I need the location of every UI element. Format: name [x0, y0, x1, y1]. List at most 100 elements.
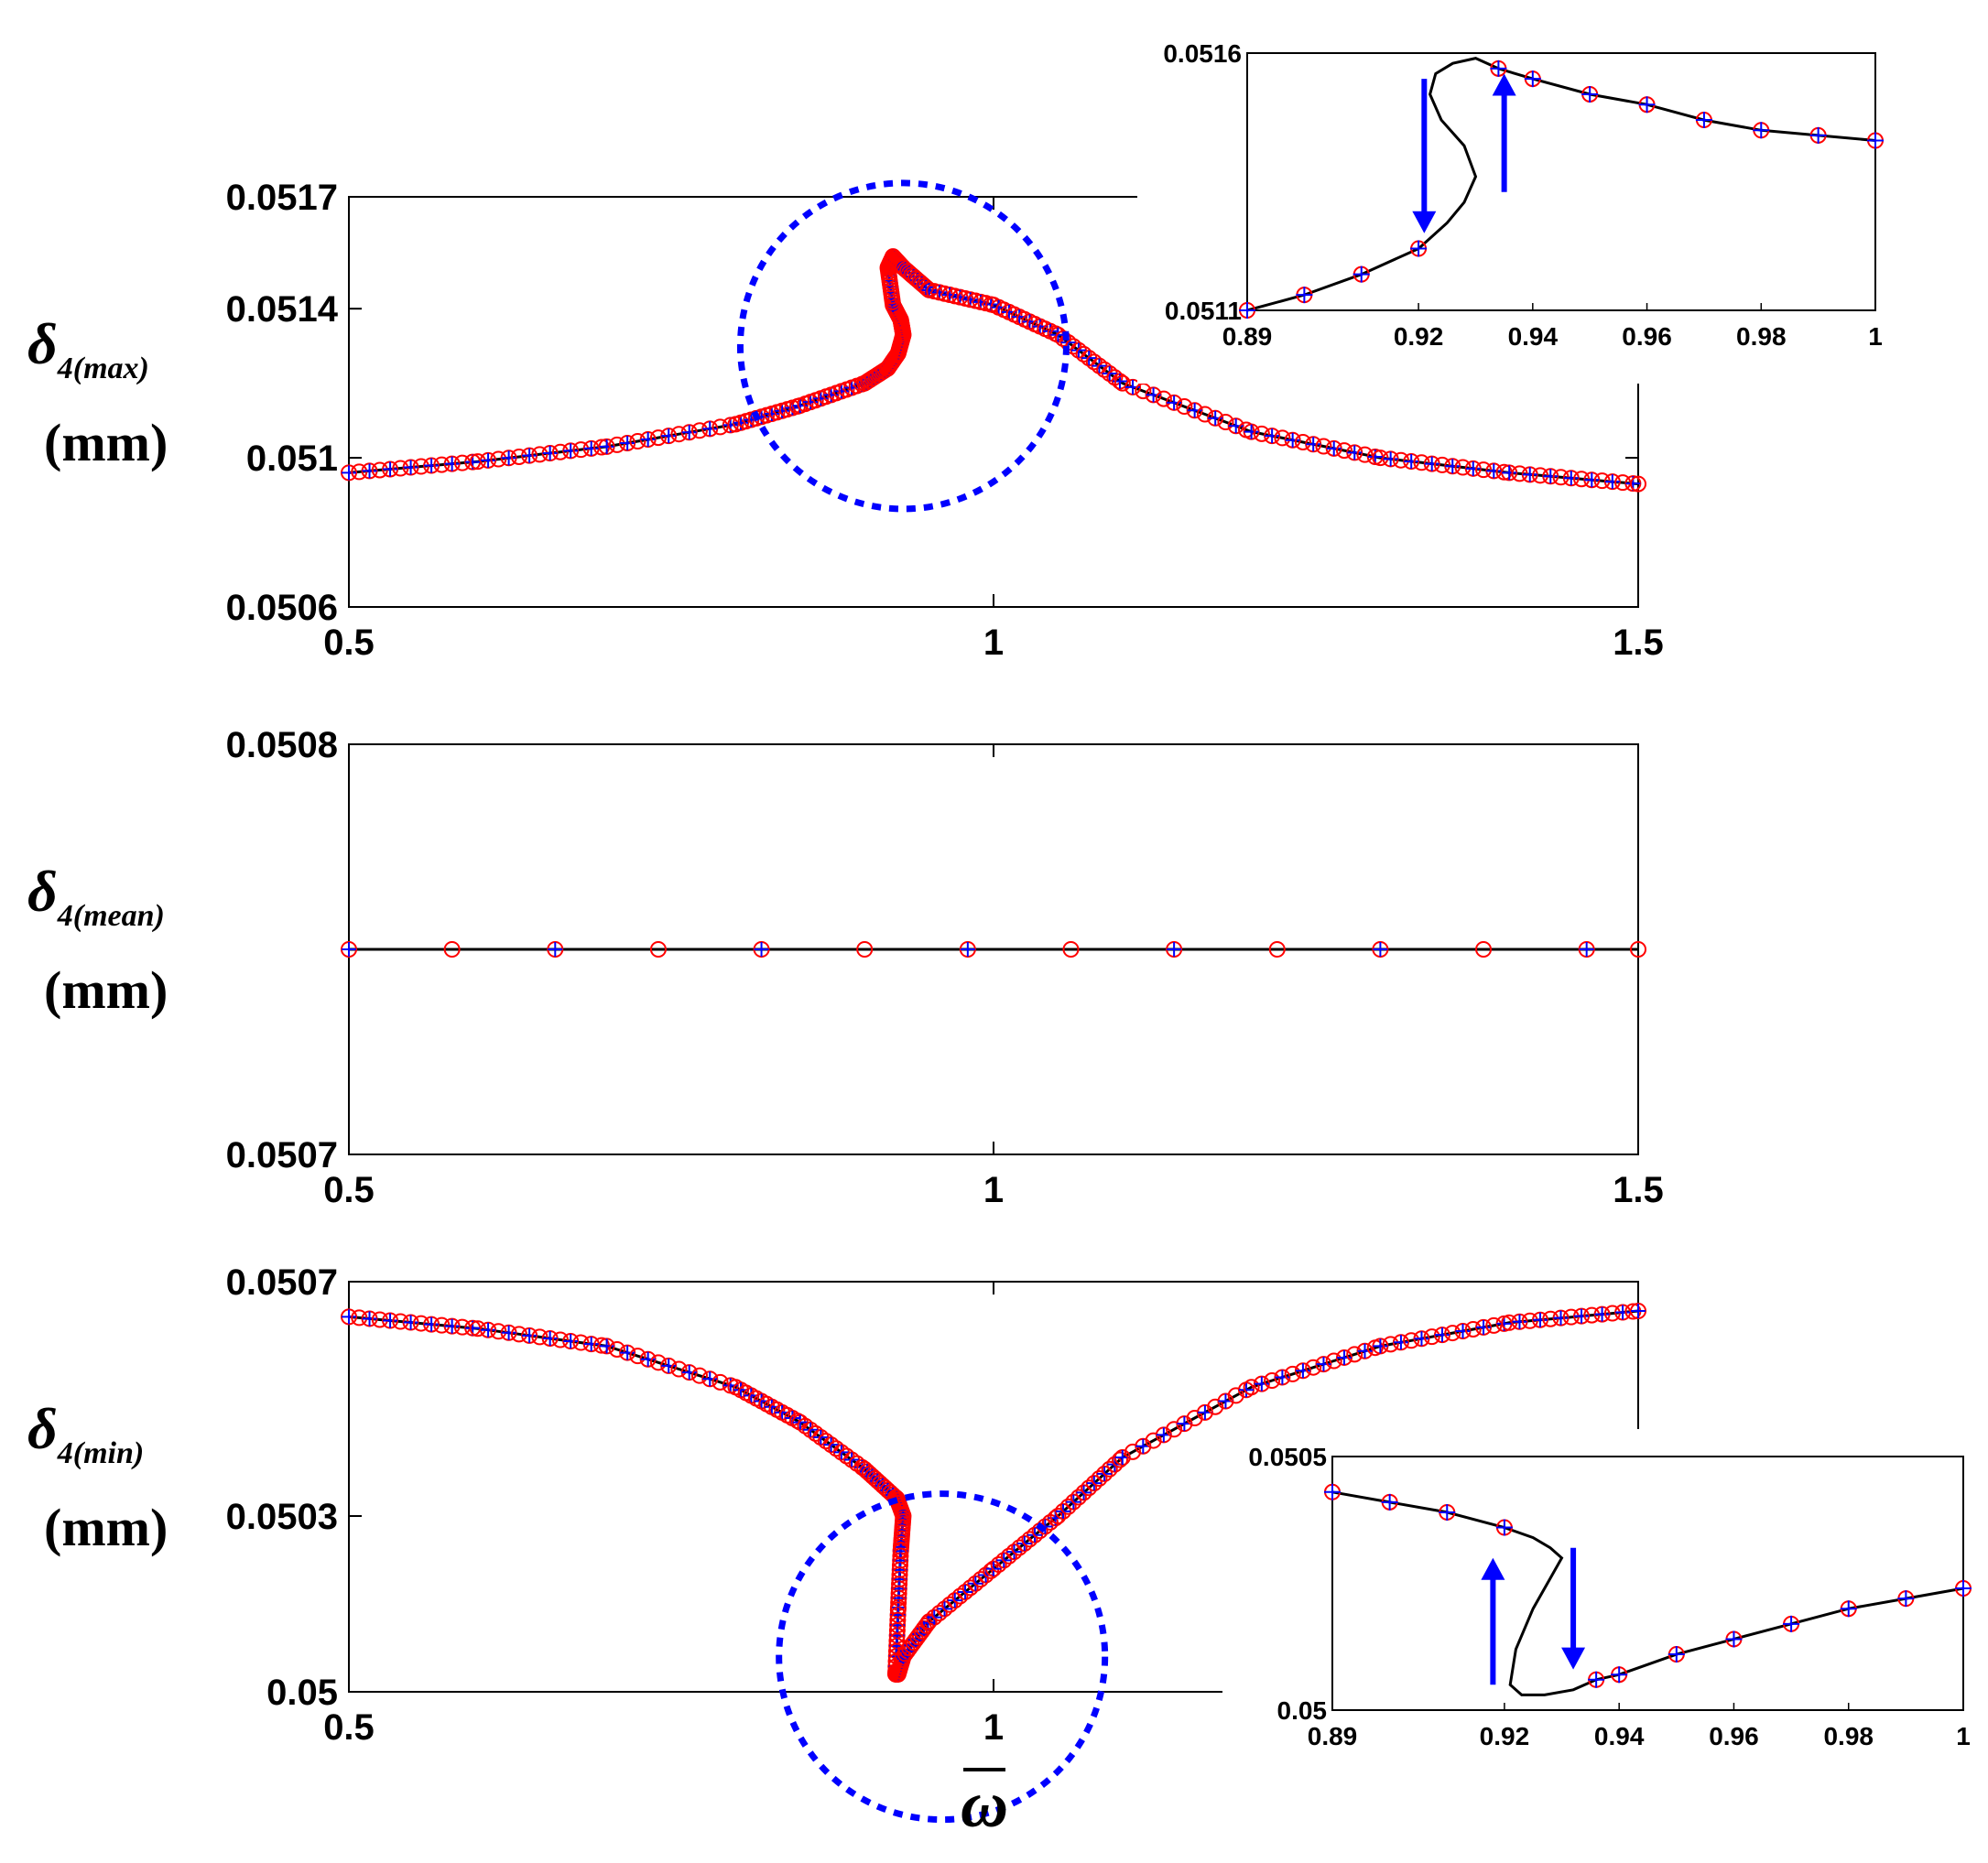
data-point-plus — [599, 1338, 614, 1354]
data-point-plus — [501, 1325, 516, 1340]
data-point-circle — [1346, 1346, 1363, 1363]
data-point-circle — [1217, 413, 1234, 430]
inset-series-line — [1246, 57, 1876, 312]
series-min — [341, 1303, 1646, 1683]
data-point-circle — [1101, 1460, 1118, 1478]
data-point-circle — [1011, 1539, 1028, 1556]
x-tick-label: 1.5 — [1613, 1170, 1664, 1210]
data-point-plus — [424, 458, 440, 473]
data-point-circle — [443, 941, 461, 958]
y-axis-label: δ4(mean) — [27, 859, 165, 933]
inset-data-point-plus — [1840, 1600, 1857, 1618]
inset-data-point-plus — [1524, 70, 1541, 88]
inset-x-tick-label: 0.98 — [1736, 322, 1787, 351]
data-point-plus — [661, 1358, 677, 1373]
inset-x-tick-label: 1 — [1956, 1722, 1971, 1750]
y-axis-unit: (mm) — [44, 1498, 168, 1557]
inset-data-point-plus — [1324, 1483, 1341, 1500]
data-point-circle — [1372, 450, 1389, 467]
highlight-circle — [736, 179, 1070, 513]
y-axis-label: δ4(min) — [27, 1396, 144, 1470]
data-point-plus — [833, 1445, 849, 1460]
inset-data-point-plus — [1695, 112, 1712, 129]
data-point-plus — [1445, 459, 1461, 474]
data-point-circle — [1542, 1310, 1559, 1327]
data-point-plus — [1502, 465, 1517, 481]
data-point-plus — [1383, 451, 1398, 467]
data-point-plus — [563, 443, 579, 459]
data-point-circle — [712, 1373, 729, 1391]
data-point-plus — [1604, 474, 1620, 490]
data-point-plus — [403, 1315, 418, 1330]
panel-max: 0.5 1 1.5 0.0506 0.051 0.0514 0.0517 δ4(max) (mm… — [27, 178, 1664, 663]
data-point-plus — [1357, 1343, 1373, 1359]
y-tick-label: 0.0507 — [226, 1135, 338, 1175]
data-point-plus — [1424, 456, 1439, 471]
inset-x-tick-label: 0.92 — [1480, 1722, 1530, 1750]
data-point-circle — [1464, 1320, 1482, 1338]
data-point-circle — [572, 441, 590, 459]
inset-data-point-plus — [1897, 1590, 1915, 1608]
data-point-circle — [1475, 941, 1493, 958]
data-point-plus — [1347, 445, 1363, 460]
inset-data-point-plus — [1581, 85, 1599, 103]
inset-data-point-plus — [1725, 1630, 1743, 1648]
inset-axes-box — [1246, 52, 1876, 311]
y-tick-label: 0.0517 — [226, 178, 338, 218]
data-point-plus — [813, 1429, 829, 1445]
data-point-plus — [342, 942, 356, 957]
data-point-plus — [1512, 1314, 1527, 1329]
data-point-plus — [1373, 942, 1388, 957]
data-point-plus — [1373, 1338, 1388, 1354]
data-point-circle — [572, 1334, 590, 1351]
data-point-plus — [1295, 1363, 1310, 1379]
y-tick-label: 0.051 — [246, 439, 338, 479]
data-point-circle — [1475, 461, 1493, 479]
data-point-plus — [702, 1371, 718, 1387]
inset-arrow-head — [1561, 1647, 1586, 1670]
data-point-plus — [640, 1351, 656, 1367]
y-tick-label: 0.0514 — [226, 289, 339, 330]
series-max — [341, 248, 1646, 493]
inset-x-tick-label: 0.89 — [1222, 322, 1273, 351]
data-point-plus — [542, 446, 558, 461]
data-point-circle — [1166, 1421, 1183, 1438]
data-point-circle — [1433, 456, 1450, 473]
data-point-circle — [1274, 429, 1291, 447]
highlight-circle — [776, 1490, 1109, 1824]
data-point-plus — [1465, 460, 1481, 476]
data-point-circle — [1059, 1498, 1077, 1515]
data-point-circle — [1423, 1328, 1440, 1346]
data-point-circle — [1113, 374, 1131, 392]
data-point-circle — [433, 1316, 451, 1334]
data-point-circle — [1081, 1479, 1098, 1497]
data-point-plus — [1553, 1310, 1569, 1326]
data-point-circle — [1382, 1336, 1399, 1353]
data-point-plus — [522, 1327, 538, 1343]
data-point-circle — [490, 450, 507, 468]
data-point-plus — [481, 1322, 496, 1338]
data-point-circle — [1392, 451, 1409, 469]
inset-x-tick-label: 0.94 — [1508, 322, 1559, 351]
inset-y-tick-label: 0.0511 — [1165, 297, 1242, 325]
data-point-circle — [1305, 1359, 1322, 1376]
data-point-plus — [702, 421, 718, 437]
data-point-circle — [1583, 1306, 1601, 1324]
data-point-circle — [856, 941, 874, 958]
inset-max: 0.89 0.92 0.94 0.96 0.98 1 0.0511 0.0516 — [1137, 26, 1903, 384]
data-point-circle — [1562, 1308, 1580, 1326]
data-point-plus — [1336, 1349, 1352, 1365]
inset-x-tick-label: 1 — [1868, 322, 1883, 351]
data-point-circle — [1075, 345, 1092, 363]
data-point-plus — [1244, 424, 1259, 439]
inset-x-tick-label: 0.92 — [1394, 322, 1444, 351]
data-point-circle — [1070, 1489, 1087, 1506]
x-axis-label: ω — [961, 1768, 1008, 1841]
inset-data-point-plus — [1588, 1671, 1605, 1688]
data-point-circle — [1315, 438, 1332, 455]
data-point-circle — [1155, 390, 1172, 407]
data-point-circle — [1454, 459, 1472, 476]
inset-data-point-plus — [1783, 1615, 1800, 1632]
inset-arrow-head — [1412, 211, 1437, 233]
data-point-plus — [1574, 1308, 1590, 1324]
